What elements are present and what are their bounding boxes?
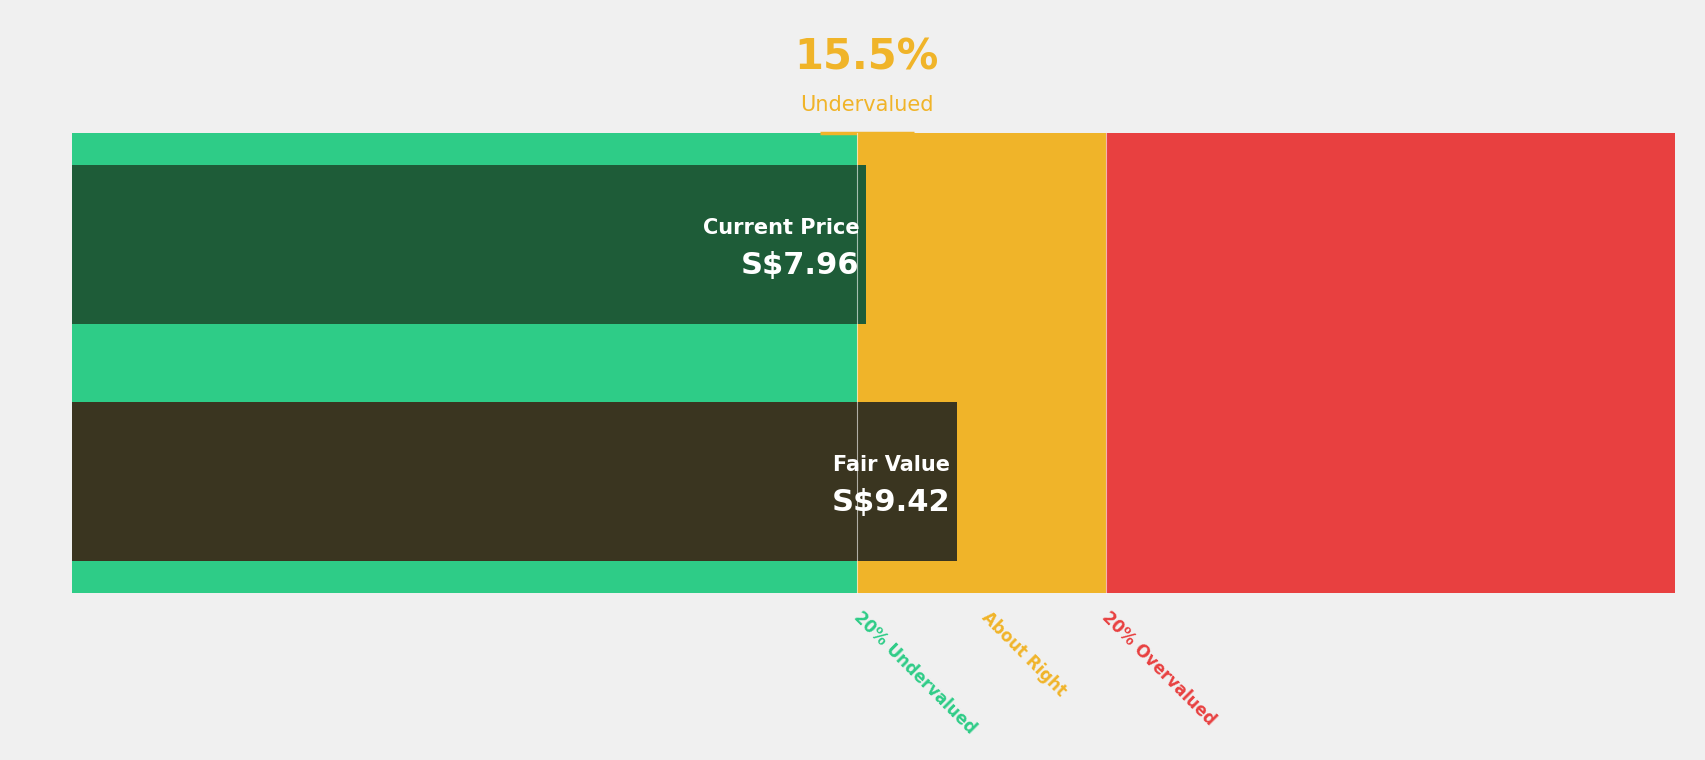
Bar	[72, 133, 858, 593]
Bar	[72, 165, 858, 324]
Bar	[72, 402, 858, 561]
Bar	[72, 402, 957, 561]
Bar	[72, 561, 858, 593]
Text: 20% Overvalued: 20% Overvalued	[1098, 608, 1219, 729]
Bar	[72, 370, 858, 402]
Text: S$7.96: S$7.96	[740, 252, 859, 280]
Text: Fair Value: Fair Value	[832, 454, 950, 474]
Bar	[72, 133, 858, 165]
Bar	[1105, 133, 1674, 593]
Text: Undervalued: Undervalued	[800, 95, 933, 115]
Bar	[72, 165, 866, 324]
Text: S$9.42: S$9.42	[830, 488, 950, 517]
Text: 15.5%: 15.5%	[795, 36, 938, 78]
Text: 20% Undervalued: 20% Undervalued	[849, 608, 979, 737]
Bar	[72, 324, 858, 356]
Text: About Right: About Right	[977, 608, 1069, 700]
Bar	[858, 133, 1105, 593]
Text: Current Price: Current Price	[702, 218, 859, 238]
